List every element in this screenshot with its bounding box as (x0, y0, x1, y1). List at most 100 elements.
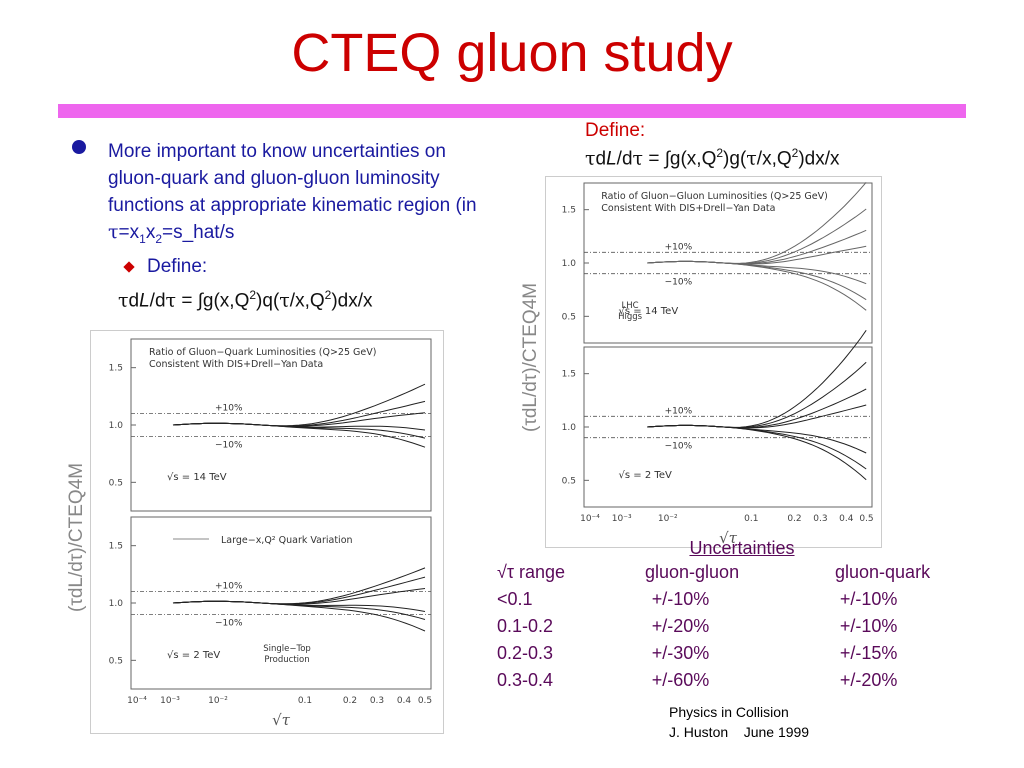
table-heading: Uncertainties (689, 538, 795, 558)
x-tick-label: 0.2 (787, 514, 801, 524)
minus-ten-label: −10% (215, 618, 243, 628)
diamond-bullet-icon (123, 261, 135, 273)
title-divider (58, 104, 966, 118)
y-tick-label: 0.5 (562, 312, 576, 322)
energy-label: √s = 14 TeV (167, 472, 227, 483)
luminosity-curve (172, 576, 426, 605)
plus-ten-label: +10% (215, 582, 243, 592)
x-tick-label: 0.4 (839, 514, 854, 524)
panel-subtitle: Consistent With DIS+Drell−Yan Data (601, 203, 775, 214)
footer: Physics in Collision J. Huston June 1999 (669, 702, 809, 742)
x-tick-label: 0.5 (418, 696, 432, 706)
energy-label: √s = 2 TeV (619, 470, 672, 481)
luminosity-curve (172, 588, 426, 605)
y-tick-label: 1.5 (109, 542, 123, 552)
tau-expression: τ=x1x2=s_hat/s (108, 221, 235, 246)
bullet-text-main: More important to know uncertainties on … (108, 141, 477, 216)
gluon-gluon-figure: 1.5 1.0 0.5 +10% −10% √s = 14 TeV Ratio of Glu… (545, 176, 882, 548)
luminosity-curve (172, 422, 426, 431)
x-tick-label: 10⁻⁴ (580, 514, 600, 524)
gluon-gluon-formula: τdL/dτ = ∫g(x,Q2)g(τ/x,Q2)dx/x (585, 146, 840, 170)
annotation-line2: Production (264, 655, 309, 665)
sub-bullet-label: Define: (147, 256, 208, 277)
luminosity-curve (647, 404, 867, 429)
luminosity-curve (647, 245, 867, 265)
minus-ten-label: −10% (665, 278, 693, 288)
luminosity-curve (647, 424, 867, 481)
x-tick-label: 0.3 (370, 696, 384, 706)
table-cell: +/-15% (839, 643, 898, 663)
y-tick-label: 1.0 (109, 599, 124, 609)
header-gluon-gluon: gluon-gluon (645, 562, 740, 582)
right-define-label: Define: (585, 120, 646, 141)
y-tick-label: 0.5 (109, 478, 123, 488)
table-row: 0.2-0.3 +/-30% +/-15% (497, 640, 967, 667)
x-tick-label: 10⁻⁴ (127, 696, 147, 706)
gluon-quark-formula: τdL/dτ = ∫g(x,Q2)q(τ/x,Q2)dx/x (118, 288, 373, 312)
left-figure-ylabel: (τdL/dτ)/CTEQ4M (66, 462, 87, 612)
annotation-line1: Single−Top (263, 644, 311, 654)
x-tick-label: 10⁻² (208, 696, 228, 706)
header-gluon-quark: gluon-quark (835, 562, 931, 582)
table-cell: +/-10% (651, 589, 710, 609)
x-tick-label: 0.4 (397, 696, 412, 706)
gluon-quark-figure: 1.5 1.0 0.5 +10% −10% √s = 14 TeV Ratio of Glu… (90, 330, 444, 734)
uncertainty-table: Uncertainties √τ range gluon-gluon gluon… (497, 538, 967, 694)
annotation-line2: Higgs (618, 312, 643, 322)
table-cell: +/-10% (839, 589, 898, 609)
x-tick-label: 0.1 (298, 696, 312, 706)
luminosity-curve (172, 412, 426, 427)
panel-title: Ratio of Gluon−Quark Luminosities (Q>25 … (149, 347, 376, 358)
minus-ten-label: −10% (215, 440, 243, 450)
x-tick-label: 0.1 (744, 514, 758, 524)
table-cell: <0.1 (497, 589, 533, 609)
table-row: 0.1-0.2 +/-20% +/-10% (497, 613, 967, 640)
x-tick-label: 10⁻² (658, 514, 678, 524)
gluon-quark-plot: 1.5 1.0 0.5 +10% −10% √s = 14 TeV Ratio of Glu… (109, 338, 432, 729)
footer-line1: Physics in Collision (669, 704, 789, 720)
y-tick-label: 1.5 (562, 206, 576, 216)
bullet-text: More important to know uncertainties on … (108, 138, 493, 253)
x-tick-label: 0.3 (813, 514, 827, 524)
table-cell: 0.2-0.3 (497, 643, 554, 663)
y-tick-label: 1.5 (109, 364, 123, 374)
y-tick-label: 0.5 (562, 476, 576, 486)
y-tick-label: 0.5 (109, 656, 123, 666)
panel-subtitle: Consistent With DIS+Drell−Yan Data (149, 359, 323, 370)
table-header-row: √τ range gluon-gluon gluon-quark (497, 559, 967, 586)
plus-ten-label: +10% (665, 242, 693, 252)
x-axis-label: √τ (719, 529, 738, 547)
header-range: √τ range (497, 562, 566, 582)
table-cell: +/-10% (839, 616, 898, 636)
right-figure-ylabel: (τdL/dτ)/CTEQ4M (520, 282, 541, 432)
sub-bullet: Define: (123, 256, 208, 278)
x-tick-label: 10⁻³ (612, 514, 632, 524)
x-axis-label: √τ (272, 711, 291, 729)
luminosity-curve (172, 600, 426, 632)
y-tick-label: 1.0 (562, 423, 577, 433)
bullet-dot (72, 140, 86, 154)
luminosity-curve (172, 422, 426, 448)
x-tick-label: 0.2 (343, 696, 357, 706)
table-cell: 0.3-0.4 (497, 670, 554, 690)
legend-label: Large−x,Q² Quark Variation (221, 535, 353, 546)
table-row: <0.1 +/-10% +/-10% (497, 586, 967, 613)
luminosity-curve (172, 567, 426, 605)
y-tick-label: 1.0 (562, 259, 577, 269)
slide-title: CTEQ gluon study (291, 23, 733, 83)
table-cell: +/-60% (651, 670, 710, 690)
table-cell: +/-30% (651, 643, 710, 663)
table-cell: 0.1-0.2 (497, 616, 554, 636)
x-tick-label: 0.5 (859, 514, 873, 524)
gluon-gluon-plot: 1.5 1.0 0.5 +10% −10% √s = 14 TeV Ratio of Glu… (562, 181, 874, 547)
energy-label: √s = 2 TeV (167, 650, 220, 661)
table-cell: +/-20% (651, 616, 710, 636)
footer-line2: J. Huston June 1999 (669, 724, 810, 740)
minus-ten-label: −10% (665, 442, 693, 452)
annotation-line1: LHC (622, 301, 639, 311)
luminosity-curve (172, 383, 426, 427)
energy-label: √s = 14 TeV (619, 306, 679, 317)
x-tick-label: 10⁻³ (160, 696, 180, 706)
panel-title: Ratio of Gluon−Gluon Luminosities (Q>25 … (601, 191, 828, 202)
y-tick-label: 1.0 (109, 421, 124, 431)
